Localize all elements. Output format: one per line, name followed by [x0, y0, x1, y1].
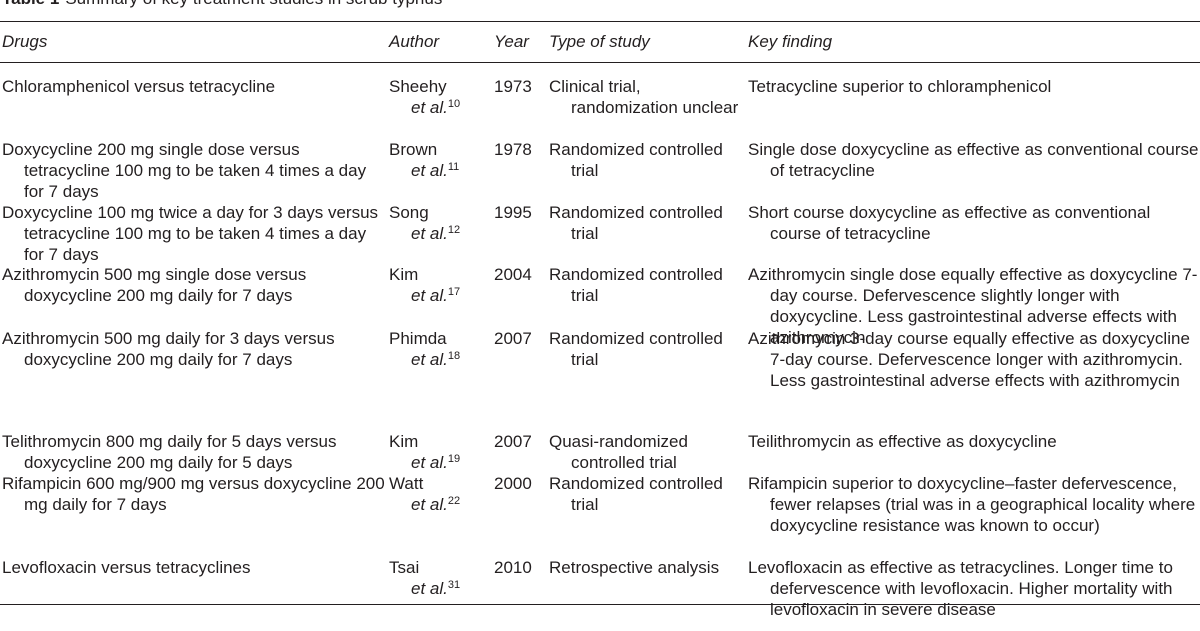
year-cell: 1978 — [494, 140, 532, 159]
table-cell: Doxycycline 100 mg twice a day for 3 day… — [2, 203, 379, 264]
table-cell: Randomized controlled trial — [549, 140, 723, 180]
table-cell: Randomized controlled trial — [549, 265, 723, 305]
header-cell: Year — [494, 32, 529, 51]
et-al: et al. — [411, 579, 448, 598]
author-name: Song — [389, 203, 429, 222]
author-etal-line: et al.17 — [389, 285, 489, 306]
author-name: Phimda — [389, 329, 447, 348]
table-cell: Azithromycin 500 mg single dose versus d… — [2, 265, 307, 305]
header-cell: Author — [389, 32, 440, 51]
author-name: Sheehy — [389, 77, 447, 96]
rule — [0, 21, 1200, 22]
author-name: Watt — [389, 474, 424, 493]
author-name: Brown — [389, 140, 438, 159]
et-al: et al. — [411, 224, 448, 243]
author-name: Kim — [389, 432, 419, 451]
rule — [0, 604, 1200, 605]
et-al: et al. — [411, 286, 448, 305]
rule — [0, 62, 1200, 63]
table-cell: Short course doxycycline as effective as… — [748, 203, 1151, 243]
year-cell: 2007 — [494, 329, 532, 348]
author-etal-line: et al.12 — [389, 223, 489, 244]
et-al: et al. — [411, 453, 448, 472]
author-cell: Tsai et al.31 — [389, 557, 489, 599]
et-al: et al. — [411, 161, 448, 180]
author-cell: Kim et al.17 — [389, 264, 489, 306]
table-cell: Telithromycin 800 mg daily for 5 days ve… — [2, 432, 337, 472]
table-cell: Chloramphenicol versus tetracycline — [2, 77, 276, 96]
header-cell: Type of study — [549, 32, 650, 51]
caption-label: Table 1 — [2, 0, 59, 8]
et-al: et al. — [411, 495, 448, 514]
author-etal-line: et al.31 — [389, 578, 489, 599]
author-name: Tsai — [389, 558, 420, 577]
caption: Table 1 Summary of key treatment studies … — [2, 0, 442, 9]
header-cell: Key finding — [748, 32, 833, 51]
reference: 10 — [447, 98, 461, 110]
author-etal-line: et al.22 — [389, 494, 489, 515]
table-cell: Tetracycline superior to chloramphenicol — [748, 77, 1052, 96]
year-cell: 1995 — [494, 203, 532, 222]
table-cell: Rifampicin superior to doxycycline–faste… — [748, 474, 1196, 535]
author-cell: Kim et al.19 — [389, 431, 489, 473]
table-cell: Randomized controlled trial — [549, 474, 723, 514]
table-cell: Retrospective analysis — [549, 558, 720, 577]
table-cell: Levofloxacin as effective as tetracyclin… — [748, 558, 1173, 619]
author-cell: Phimda et al.18 — [389, 328, 489, 370]
table-cell: Azithromycin 500 mg daily for 3 days ver… — [2, 329, 335, 369]
author-name: Kim — [389, 265, 419, 284]
author-etal-line: et al.11 — [389, 160, 489, 181]
year-cell: 2004 — [494, 265, 532, 284]
reference: 22 — [447, 495, 461, 507]
table-cell: Teilithromycin as effective as doxycycli… — [748, 432, 1057, 451]
year-cell: 1973 — [494, 77, 532, 96]
et-al: et al. — [411, 98, 448, 117]
table-cell: Single dose doxycycline as effective as … — [748, 140, 1199, 180]
reference: 12 — [447, 224, 461, 236]
table-cell: Clinical trial, randomization unclear — [549, 77, 739, 117]
author-etal-line: et al.19 — [389, 452, 489, 473]
author-cell: Watt et al.22 — [389, 473, 489, 515]
table-cell: Rifampicin 600 mg/900 mg versus doxycycl… — [2, 474, 385, 514]
reference: 19 — [447, 453, 461, 465]
table-cell: Randomized controlled trial — [549, 329, 723, 369]
reference: 11 — [447, 161, 460, 173]
table-cell: Azithromycin single dose equally effecti… — [748, 265, 1198, 347]
caption-text: Summary of key treatment studies in scru… — [65, 0, 442, 8]
author-etal-line: et al.18 — [389, 349, 489, 370]
author-etal-line: et al.10 — [389, 97, 489, 118]
author-cell: Sheehy et al.10 — [389, 76, 489, 118]
table-cell: Doxycycline 200 mg single dose versus te… — [2, 140, 367, 201]
year-cell: 2007 — [494, 432, 532, 451]
et-al: et al. — [411, 350, 448, 369]
table-cell: Azithromycin 3-day course equally effect… — [748, 329, 1190, 390]
year-cell: 2010 — [494, 558, 532, 577]
table-cell: Randomized controlled trial — [549, 203, 723, 243]
reference: 18 — [447, 350, 461, 362]
table-cell: Quasi-randomized controlled trial — [549, 432, 688, 472]
reference: 17 — [447, 286, 461, 298]
year-cell: 2000 — [494, 474, 532, 493]
author-cell: Brown et al.11 — [389, 139, 489, 181]
table-cell: Levofloxacin versus tetracyclines — [2, 558, 251, 577]
reference: 31 — [447, 579, 461, 591]
header-cell: Drugs — [2, 32, 48, 51]
author-cell: Song et al.12 — [389, 202, 489, 244]
